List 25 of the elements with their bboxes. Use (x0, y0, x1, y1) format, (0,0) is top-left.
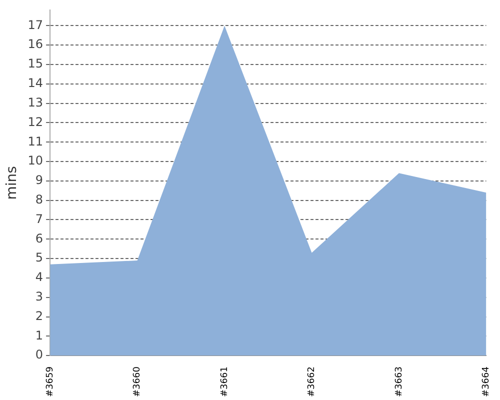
x-tick-label: #3663 (394, 366, 404, 398)
y-tick-label: 16 (28, 37, 44, 52)
y-tick-label: 13 (28, 95, 44, 110)
y-axis-title: mins (4, 166, 20, 200)
y-tick-label: 1 (35, 328, 44, 342)
x-tick-label: #3661 (220, 366, 230, 398)
x-tick-label: #3664 (482, 366, 492, 398)
y-tick-label: 10 (28, 154, 44, 168)
y-tick-label: 6 (35, 231, 44, 246)
y-tick-label: 17 (28, 18, 44, 32)
y-tick-label: 8 (35, 192, 44, 206)
y-tick-label: 7 (35, 212, 44, 226)
x-tick-label: #3662 (307, 366, 318, 398)
y-tick-label: 9 (35, 173, 44, 188)
y-tick-label: 3 (35, 289, 44, 304)
x-tick-label: #3659 (45, 366, 56, 398)
y-tick-label: 11 (28, 134, 44, 148)
y-tick-label: 4 (35, 270, 44, 284)
y-tick-label: 14 (28, 76, 44, 90)
x-tick-label: #3660 (132, 366, 143, 398)
y-tick-label: 12 (28, 114, 44, 129)
y-tick-label: 2 (35, 308, 44, 323)
y-tick-label: 15 (28, 56, 44, 71)
y-tick-label: 0 (35, 348, 44, 362)
y-tick-label: 5 (35, 250, 44, 265)
